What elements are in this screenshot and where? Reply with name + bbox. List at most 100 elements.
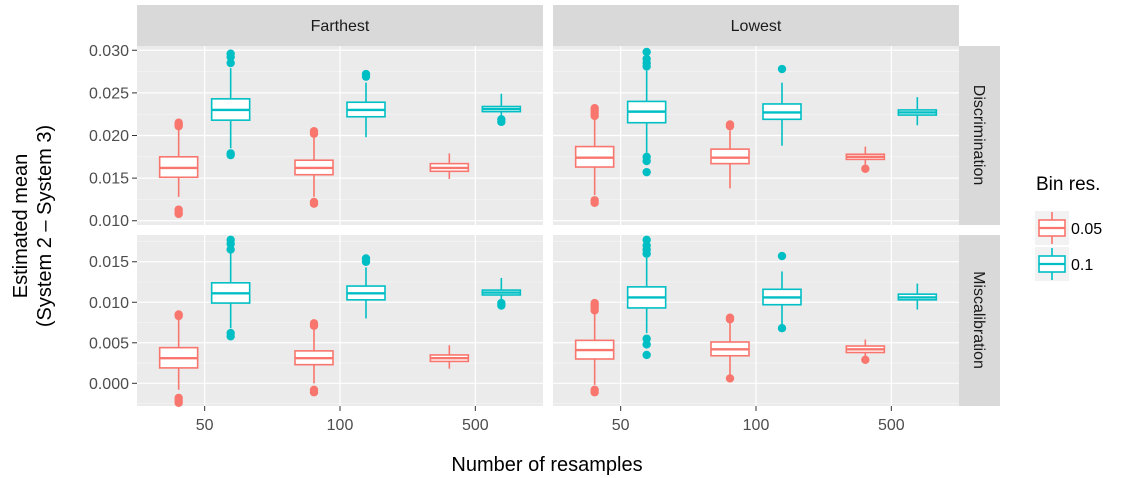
y-tick-label: 0.030 bbox=[89, 43, 129, 60]
panel-farthest-miscalibration: 0.000 0.005 0.010 0.015 50 100 500 bbox=[89, 235, 543, 434]
outlier-point bbox=[642, 47, 651, 57]
outlier-point bbox=[309, 129, 319, 138]
outlier-point bbox=[590, 198, 599, 208]
box-50-0.05 bbox=[158, 118, 199, 219]
strip-right-discrimination bbox=[959, 46, 1000, 225]
box-50-0.05 bbox=[574, 298, 615, 397]
outlier-point bbox=[642, 62, 651, 71]
box-100-0.1 bbox=[346, 254, 386, 319]
legend-key-0.1 bbox=[1035, 247, 1069, 281]
y-axis-title: Estimated mean (System 2 – System 3) bbox=[10, 125, 56, 327]
box-50-0.1 bbox=[626, 47, 667, 177]
outlier-point bbox=[226, 52, 235, 62]
outlier-point bbox=[174, 209, 183, 219]
x-axis-title: Number of resamples bbox=[451, 454, 642, 476]
outlier-point bbox=[642, 167, 651, 177]
x-tick-label: 500 bbox=[878, 417, 905, 434]
outlier-point bbox=[309, 321, 319, 330]
box-50-0.1 bbox=[210, 49, 251, 160]
strip-right-miscalibration bbox=[959, 235, 1000, 406]
x-tick-label: 50 bbox=[196, 417, 214, 434]
outlier-point bbox=[497, 117, 506, 127]
box-100-0.05 bbox=[294, 319, 334, 397]
outlier-point bbox=[642, 350, 651, 360]
outlier-point bbox=[590, 388, 599, 397]
box-500-0.1 bbox=[897, 283, 938, 310]
y-tick-label: 0.000 bbox=[89, 376, 129, 393]
box-500-0.1 bbox=[481, 277, 522, 310]
outlier-point bbox=[777, 64, 787, 74]
y-axis-title-line-1: Estimated mean bbox=[10, 154, 32, 299]
outlier-point bbox=[861, 355, 870, 365]
panel-farthest-discrimination: 0.010 0.015 0.020 0.025 0.030 bbox=[89, 43, 543, 230]
box-500-0.05 bbox=[429, 153, 470, 179]
panels-layer: 0.010 0.015 0.020 0.025 0.030 0.000 0.005 0.010… bbox=[89, 43, 959, 434]
outlier-point bbox=[174, 311, 183, 321]
x-tick-label: 500 bbox=[462, 417, 489, 434]
legend: Bin res. 0.05 0.1 bbox=[1035, 174, 1102, 281]
box-100-0.1 bbox=[762, 64, 802, 146]
outlier-point bbox=[725, 374, 735, 383]
outlier-point bbox=[361, 257, 371, 266]
legend-label-0.05: 0.05 bbox=[1071, 221, 1102, 238]
x-tick-label: 100 bbox=[327, 417, 354, 434]
y-tick-label: 0.015 bbox=[89, 171, 129, 188]
box-500-0.1 bbox=[897, 97, 938, 126]
y-axis-title-line-2: (System 2 – System 3) bbox=[34, 125, 56, 327]
outlier-point bbox=[777, 251, 787, 261]
outlier-point bbox=[497, 301, 506, 310]
box-100-0.05 bbox=[710, 313, 750, 383]
box-50-0.1 bbox=[626, 235, 667, 360]
legend-keys bbox=[1035, 211, 1069, 281]
x-tick-label: 50 bbox=[612, 417, 630, 434]
outlier-point bbox=[226, 332, 235, 341]
box-100-0.1 bbox=[762, 251, 802, 333]
outlier-point bbox=[174, 398, 183, 407]
strip-label-lowest: Lowest bbox=[731, 18, 782, 35]
outlier-point bbox=[642, 156, 651, 166]
box-100-0.05 bbox=[710, 120, 750, 189]
outlier-point bbox=[590, 111, 599, 121]
box-50-0.05 bbox=[158, 310, 199, 407]
panel-lowest-miscalibration: 50 100 500 bbox=[553, 235, 959, 434]
box-500-0.05 bbox=[845, 146, 886, 173]
outlier-point bbox=[309, 199, 319, 208]
box-50-0.05 bbox=[574, 104, 615, 208]
legend-label-0.1: 0.1 bbox=[1071, 257, 1093, 274]
y-tick-label: 0.020 bbox=[89, 128, 129, 145]
panel-lowest-discrimination bbox=[553, 46, 959, 225]
y-tick-label: 0.025 bbox=[89, 85, 129, 102]
outlier-point bbox=[361, 72, 371, 81]
box-100-0.1 bbox=[346, 69, 386, 138]
y-tick-label: 0.010 bbox=[89, 213, 129, 230]
outlier-point bbox=[309, 388, 319, 397]
y-tick-label: 0.005 bbox=[89, 335, 129, 352]
strips-layer: Farthest Lowest Discrimination Miscalibr… bbox=[137, 5, 1000, 406]
box-100-0.05 bbox=[294, 127, 334, 208]
y-tick-label: 0.015 bbox=[89, 254, 129, 271]
outlier-point bbox=[174, 121, 183, 131]
outlier-point bbox=[590, 306, 599, 315]
box-500-0.05 bbox=[429, 345, 470, 369]
box-iqr bbox=[710, 148, 750, 165]
outlier-point bbox=[861, 164, 870, 173]
outlier-point bbox=[226, 150, 235, 160]
legend-key-0.05 bbox=[1035, 211, 1069, 245]
box-50-0.1 bbox=[210, 235, 251, 341]
outlier-point bbox=[642, 340, 651, 349]
strip-label-farthest: Farthest bbox=[311, 18, 370, 35]
strip-top-farthest bbox=[137, 5, 543, 46]
y-tick-label: 0.010 bbox=[89, 295, 129, 312]
strip-label-discrimination: Discrimination bbox=[970, 85, 987, 185]
outlier-point bbox=[725, 121, 735, 131]
box-500-0.05 bbox=[845, 339, 886, 365]
axes-layer: Number of resamples Estimated mean (Syst… bbox=[10, 125, 643, 476]
outlier-point bbox=[226, 58, 235, 68]
outlier-point bbox=[642, 249, 651, 258]
x-tick-label: 100 bbox=[743, 417, 770, 434]
outlier-point bbox=[777, 323, 787, 333]
outlier-point bbox=[226, 245, 235, 254]
strip-top-lowest bbox=[553, 5, 959, 46]
legend-title: Bin res. bbox=[1036, 174, 1100, 195]
